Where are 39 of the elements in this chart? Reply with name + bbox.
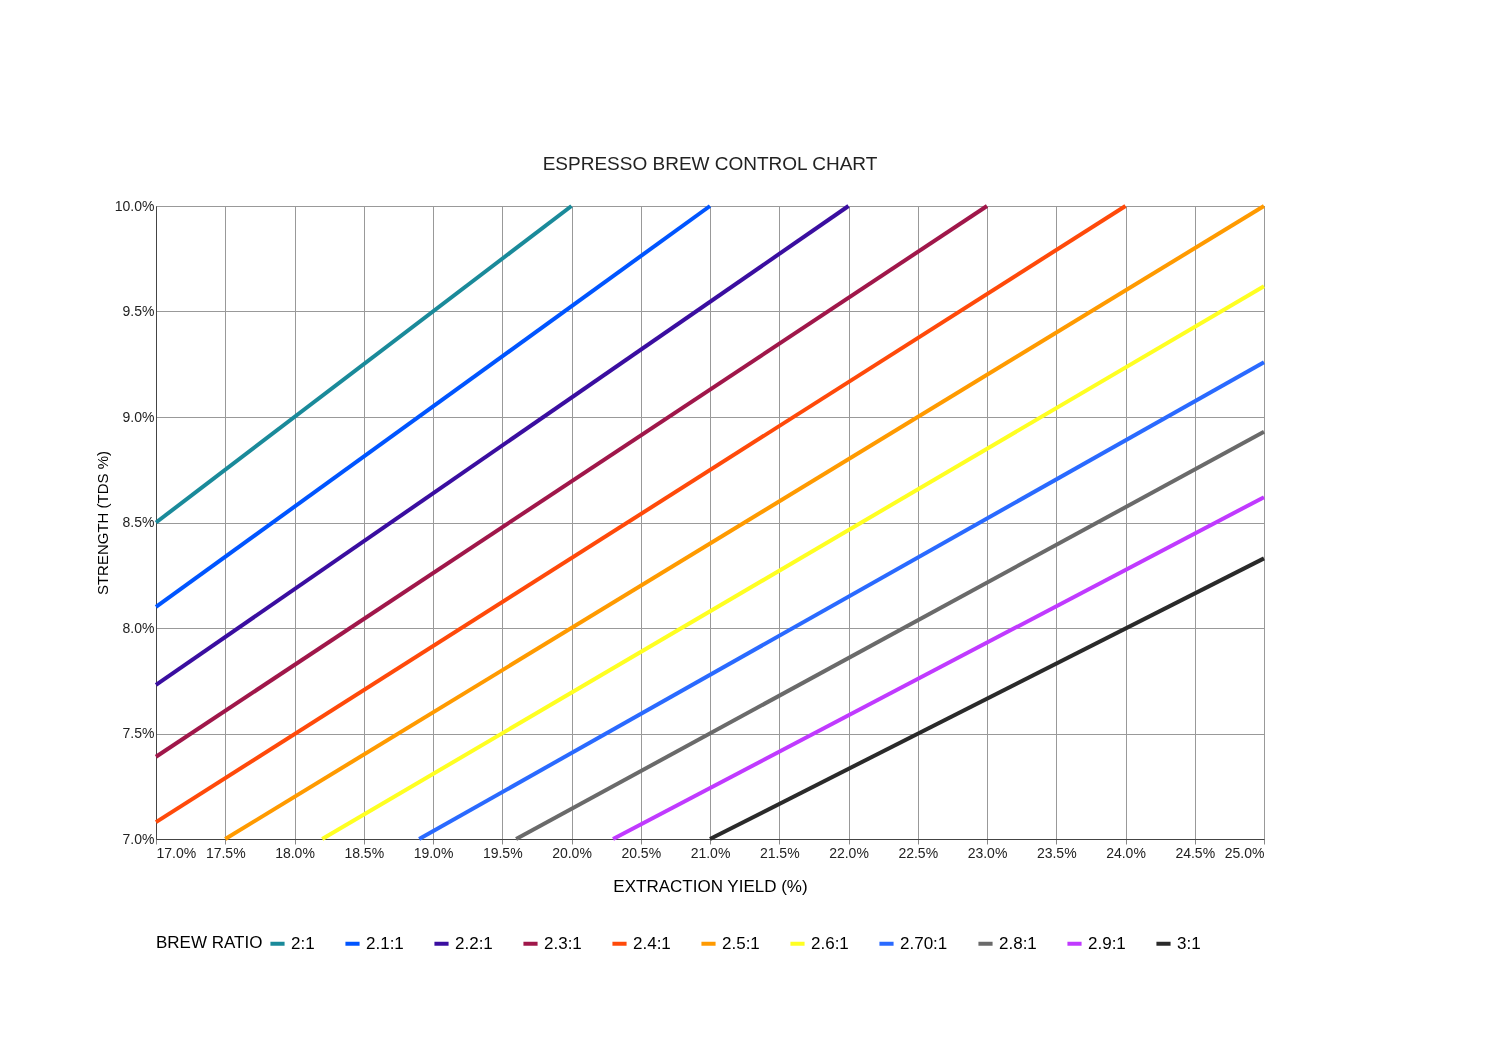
x-tick-label: 23.0% [967, 844, 1008, 861]
y-tick-label: 9.0% [122, 408, 155, 425]
legend-title: BREW RATIO [156, 933, 263, 952]
legend-label: 2.2:1 [455, 933, 493, 953]
y-tick-label: 8.5% [122, 514, 155, 530]
legend-label: 2.3:1 [544, 933, 582, 953]
x-tick-label: 20.5% [621, 844, 662, 861]
x-tick-label: 17.5% [205, 844, 246, 861]
y-tick-label: 9.5% [122, 303, 155, 319]
x-tick-label: 24.0% [1106, 844, 1146, 861]
x-tick-label: 25.0% [1224, 844, 1265, 861]
legend-label: 2.8:1 [999, 933, 1037, 953]
x-tick-label: 22.5% [898, 844, 939, 861]
x-tick-label: 20.0% [552, 844, 592, 861]
legend-label: 2.4:1 [633, 933, 671, 953]
legend-label: 2:1 [291, 933, 315, 953]
x-tick-label: 17.0% [156, 844, 197, 861]
y-tick-label: 10.0% [114, 197, 155, 214]
legend-label: 2.9:1 [1088, 933, 1126, 953]
legend-label: 2.70:1 [900, 933, 948, 953]
y-tick-label: 7.5% [122, 725, 155, 741]
x-tick-label: 21.0% [690, 844, 731, 861]
x-axis-title: EXTRACTION YIELD (%) [613, 876, 808, 896]
x-tick-label: 18.5% [344, 844, 385, 861]
x-tick-label: 21.5% [759, 844, 800, 861]
y-tick-label: 8.0% [122, 619, 155, 636]
x-tick-label: 24.5% [1175, 844, 1216, 861]
y-tick-label: 7.0% [122, 830, 155, 847]
y-axis-title: STRENGTH (TDS %) [93, 450, 111, 596]
legend-label: 2.6:1 [811, 933, 849, 953]
legend-label: 2.1:1 [366, 933, 404, 953]
x-tick-label: 19.0% [413, 844, 454, 861]
x-tick-label: 18.0% [275, 844, 315, 861]
x-tick-label: 23.5% [1036, 844, 1077, 861]
x-tick-label: 19.5% [482, 844, 523, 861]
legend-label: 2.5:1 [722, 933, 760, 953]
x-tick-label: 22.0% [829, 844, 869, 861]
legend-label: 3:1 [1177, 933, 1201, 953]
chart-title: ESPRESSO BREW CONTROL CHART [542, 153, 878, 174]
